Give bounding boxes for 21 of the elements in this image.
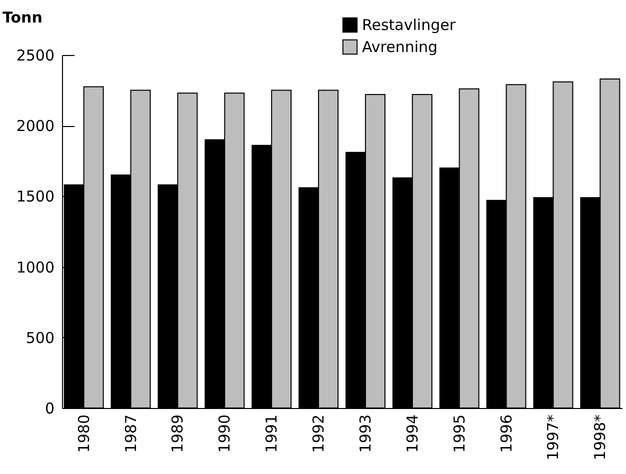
x-tick-label: 1990 [216,414,234,453]
legend-label: Restavlinger [362,16,456,34]
x-tick-label: 1992 [310,414,328,453]
x-tick-label: 1989 [168,414,187,453]
y-tick-label: 500 [26,328,54,347]
x-tick-label: 1991 [262,414,281,453]
y-tick-label: 2500 [16,46,54,64]
x-tick-label: 1993 [356,414,374,453]
x-tick-label: 1996 [497,414,516,453]
x-tick-label: 1994 [403,414,422,453]
y-tick-label: 0 [44,400,54,418]
y-tick-label: 2000 [16,117,54,136]
legend-label: Avrenning [362,38,438,56]
x-tick-label: 1998* [591,414,610,460]
x-tick-label: 1997* [544,414,562,460]
y-tick-label: 1000 [16,258,54,276]
x-tick-label: 1980 [74,414,93,453]
y-axis-title: Tonn [2,8,42,26]
x-tick-label: 1995 [450,414,468,453]
x-tick-label: 1987 [122,414,140,453]
y-tick-label: 1500 [16,188,54,206]
